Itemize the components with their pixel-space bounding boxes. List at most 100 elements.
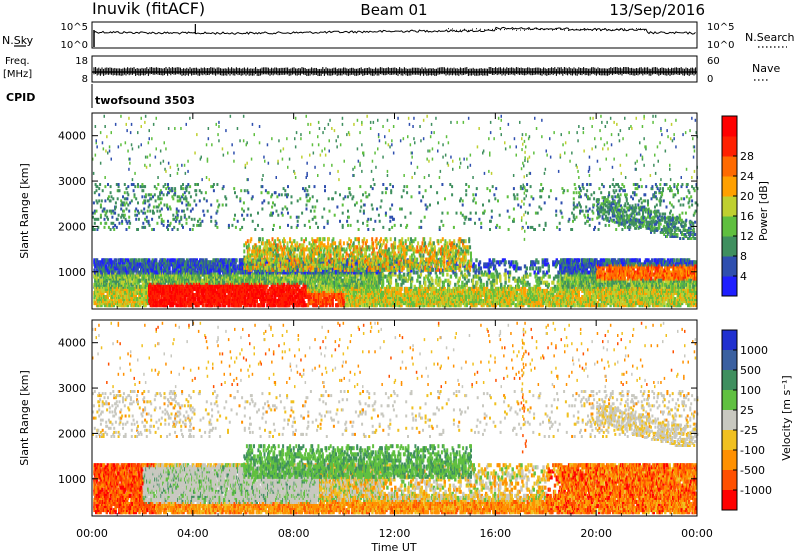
heatmap-cell [135,297,138,302]
heatmap-cell [358,303,362,308]
nsearch-dot [548,28,549,30]
heatmap-cell [165,303,168,308]
heatmap-cell [253,299,257,304]
heatmap-cell [206,262,209,267]
heatmap-cell [245,272,249,277]
heatmap-cell [387,290,391,295]
heatmap-cell [127,270,131,275]
heatmap-cell [215,303,219,308]
heatmap-cell [157,295,161,299]
heatmap-cell [352,293,356,297]
heatmap-cell [263,290,266,295]
heatmap-cell [99,282,102,287]
nsearch-dot [556,28,557,30]
heatmap-cell [291,286,295,291]
heatmap-cell [381,278,385,283]
heatmap-cell [251,282,254,287]
heatmap-cell [392,301,395,306]
heatmap-cell [314,284,318,289]
heatmap-cell [358,301,362,306]
nsearch-dot [464,28,465,30]
heatmap-cell [289,295,292,299]
heatmap-cell [115,258,118,263]
heatmap-cell [350,303,354,308]
heatmap-cell [159,270,162,275]
heatmap-cell [93,258,96,263]
heatmap-cell [228,297,231,302]
heatmap-cell [230,268,234,273]
heatmap-cell [194,278,198,283]
heatmap-cell [139,293,142,297]
heatmap-cell [413,284,416,289]
heatmap-cell [174,260,177,265]
heatmap-cell [95,276,99,281]
nsearch-dot [484,29,485,31]
heatmap-cell [105,258,108,263]
heatmap-cell [280,270,283,275]
heatmap-cell [189,297,192,302]
heatmap-cell [319,280,322,285]
heatmap-cell [155,297,159,302]
heatmap-cell [418,280,422,285]
heatmap-cell [276,278,280,283]
heatmap-cell [219,297,222,302]
heatmap-cell [423,303,426,308]
heatmap-cell [234,268,237,273]
heatmap-cell [169,270,172,275]
nsearch-dot [588,29,589,31]
heatmap-cell [140,258,144,263]
heatmap-cell [217,260,221,265]
nsearch-dot [476,28,477,30]
heatmap-cell [403,293,407,297]
heatmap-cell [343,282,347,287]
heatmap-cell [276,272,280,277]
heatmap-cell [210,260,213,265]
heatmap-cell [406,288,409,293]
heatmap-cell [283,278,286,283]
heatmap-cell [133,268,136,273]
heatmap-cell [305,272,309,277]
heatmap-cell [217,303,221,308]
heatmap-cell [152,297,155,302]
heatmap-cell [300,278,303,283]
heatmap-cell [199,282,202,287]
heatmap-cell [146,282,149,287]
heatmap-cell [103,295,106,299]
heatmap-cell [173,297,176,302]
heatmap-cell [96,272,100,277]
heatmap-cell [341,303,344,308]
heatmap-cell [120,272,123,277]
nsearch-dot [624,28,625,30]
nsearch-dot [616,28,617,30]
heatmap-cell [268,295,271,299]
heatmap-cell [98,260,101,265]
heatmap-cell [400,282,403,287]
heatmap-cell [134,303,138,308]
heatmap-cell [320,293,324,297]
heatmap-cell [120,297,123,302]
heatmap-cell [221,276,224,281]
heatmap-cell [388,293,392,297]
heatmap-cell [328,295,332,299]
heatmap-cell [378,274,381,279]
heatmap-cell [244,303,247,308]
heatmap-cell [108,293,111,297]
heatmap-cell [124,286,127,291]
heatmap-cell [229,278,232,283]
heatmap-cell [384,274,387,279]
heatmap-cell [357,272,360,277]
heatmap-cell [230,290,233,295]
heatmap-cell [286,293,289,297]
heatmap-cell [105,278,108,283]
heatmap-cell [132,282,135,287]
heatmap-cell [183,260,186,265]
heatmap-cell [331,303,334,308]
heatmap-cell [157,303,161,308]
heatmap-cell [215,280,219,285]
heatmap-cell [266,260,269,265]
heatmap-cell [196,282,199,287]
heatmap-cell [255,282,258,287]
heatmap-cell [160,266,163,271]
heatmap-cell [171,280,175,285]
heatmap-cell [258,272,261,277]
